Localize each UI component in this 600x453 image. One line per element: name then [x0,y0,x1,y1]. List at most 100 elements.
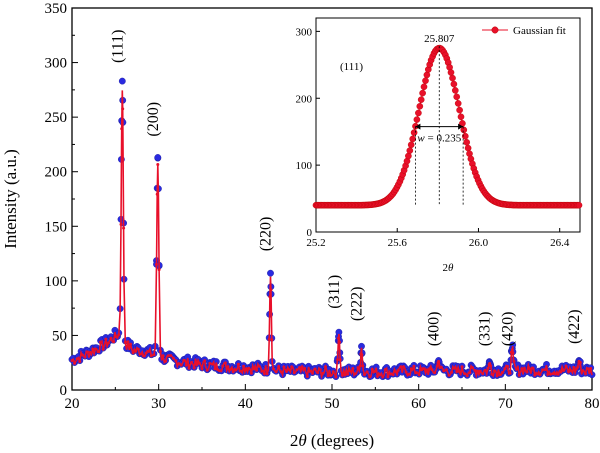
inset-y-tick-label: 200 [296,93,313,105]
fit-point [569,369,573,373]
fit-point [417,373,421,377]
x-tick-label: 60 [411,396,426,412]
fit-point [510,348,514,352]
fit-point [338,340,341,344]
fit-point [340,373,344,377]
fit-point [548,372,552,376]
fwhm-value-label: w = 0.235 [417,133,461,145]
x-axis-title: 2θ (degrees) [290,431,374,450]
y-tick-label: 50 [52,328,67,344]
inset-legend: Gaussian fit [482,25,566,37]
fit-point [152,353,156,357]
fit-point [476,369,480,373]
fit-point [86,350,90,354]
fit-point [119,222,123,226]
fit-point [399,365,403,369]
fit-point [331,370,335,374]
fit-point [134,349,138,353]
fit-point [187,366,191,370]
fit-point [109,336,113,340]
fit-point [75,357,79,361]
y-tick-label: 200 [45,165,68,181]
fit-point [363,373,366,377]
fit-point [285,369,288,373]
gaussian-point [407,141,415,149]
fit-point [182,358,186,362]
fit-point [290,365,294,369]
fit-point [267,337,271,341]
gaussian-point [420,83,428,91]
fit-point [279,370,283,374]
gaussian-point [422,77,429,84]
fit-point [216,368,220,372]
fit-point [334,375,338,379]
fit-point [348,369,352,373]
fit-point [538,373,542,377]
fit-point [351,367,355,370]
fit-point [136,347,140,351]
gaussian-point [575,201,583,209]
fit-point [313,367,317,371]
fit-point [383,368,387,371]
fit-point [78,360,82,363]
peak-label: (200) [145,102,162,137]
fit-point [338,358,342,362]
data-point [267,269,274,277]
fit-point [486,366,490,370]
fit-point [177,362,181,366]
fit-point [530,366,534,370]
fit-point [298,366,301,370]
gaussian-point [416,103,424,110]
fit-point [543,368,547,372]
fit-point [99,340,103,344]
gaussian-point [413,116,421,123]
gaussian-point [463,138,471,146]
fit-point [149,354,153,358]
fit-point [311,371,314,375]
fit-point [396,368,400,372]
fit-point [336,358,340,362]
fit-point [490,372,494,376]
fit-point [96,350,100,354]
fit-point [262,372,266,375]
fit-point [517,373,521,377]
fit-point [525,370,529,374]
fit-point [391,373,395,377]
fit-point [554,372,558,376]
fwhm-arrowhead-left [415,123,421,130]
fit-point [200,367,204,371]
fit-point [556,372,560,376]
fit-point [567,370,571,374]
fit-point [437,359,441,363]
gaussian-point [419,89,426,97]
fit-point [470,366,474,370]
y-tick-label: 100 [45,274,68,290]
fit-point [481,372,485,376]
inset-x-tick-label: 26.4 [550,237,570,249]
fit-point [129,342,132,346]
fit-point [589,367,593,370]
fit-point [415,371,418,375]
gaussian-point [461,132,469,140]
fit-point [221,364,225,368]
fit-line [71,90,593,380]
fit-point [564,364,568,368]
fit-point [203,359,207,363]
fit-point [428,367,431,371]
fit-point [83,355,87,359]
fit-point [522,367,526,370]
fit-point [324,365,327,369]
fit-point [353,372,357,376]
fit-point [249,371,253,375]
fit-point [272,367,275,371]
fit-point [455,370,459,373]
fit-point [123,340,127,344]
fit-point [326,374,330,378]
fit-point [488,362,492,365]
fit-point [468,371,472,375]
fit-point [179,363,183,367]
peak-label: (422) [566,309,583,344]
peak-label: (400) [426,312,443,347]
fit-point [308,369,312,373]
